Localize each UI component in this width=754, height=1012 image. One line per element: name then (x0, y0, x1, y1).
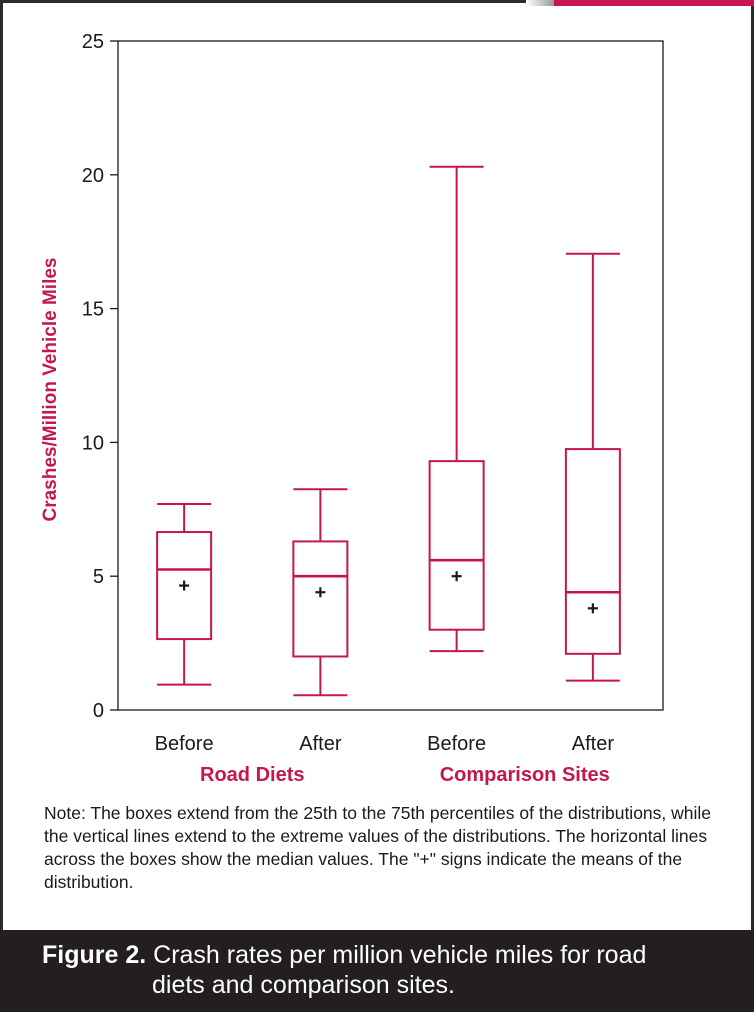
y-tick-label: 0 (93, 700, 104, 722)
box-plot-item (292, 488, 349, 697)
group-label: Comparison Sites (440, 764, 610, 786)
y-tick-label: 25 (82, 31, 104, 53)
group-labels: Road Diets Comparison Sites (200, 764, 610, 786)
chart-axes (117, 40, 664, 711)
box-plot-item (564, 252, 621, 682)
box-plot-item (156, 502, 213, 686)
y-axis-ticks: 0 5 10 15 20 25 (82, 31, 118, 722)
y-tick-label: 10 (82, 432, 104, 454)
x-category-label: Before (427, 733, 486, 755)
x-category-label: Before (155, 733, 214, 755)
figure-caption-text-line2: diets and comparison sites. (152, 971, 455, 999)
interquartile-box (428, 460, 485, 631)
interquartile-box (156, 531, 213, 641)
y-axis-label: Crashes/Million Vehicle Miles (40, 258, 61, 522)
box-plot-chart: 0 5 10 15 20 25 Before After Before After Road D… (40, 31, 664, 786)
box-plot-item (428, 165, 485, 653)
y-tick-label: 5 (93, 566, 104, 588)
interquartile-box (564, 448, 621, 655)
y-tick-label: 20 (82, 165, 104, 187)
y-tick-label: 15 (82, 299, 104, 321)
plot-area-border (117, 40, 664, 711)
corner-accent-tab (554, 0, 754, 6)
figure-caption-text-line1: Crash rates per million vehicle miles fo… (146, 941, 647, 969)
chart-note: Note: The boxes extend from the 25th to … (44, 803, 712, 892)
group-label: Road Diets (200, 764, 304, 786)
x-category-label: After (572, 733, 615, 755)
box-plot-boxes (156, 165, 621, 697)
corner-shadow (526, 0, 554, 6)
figure-caption: Figure 2. Crash rates per million vehicl… (0, 930, 754, 1012)
interquartile-box (292, 540, 349, 658)
figure-caption-label: Figure 2. (42, 941, 147, 969)
x-axis-labels: Before After Before After (155, 733, 615, 755)
x-category-label: After (299, 733, 342, 755)
